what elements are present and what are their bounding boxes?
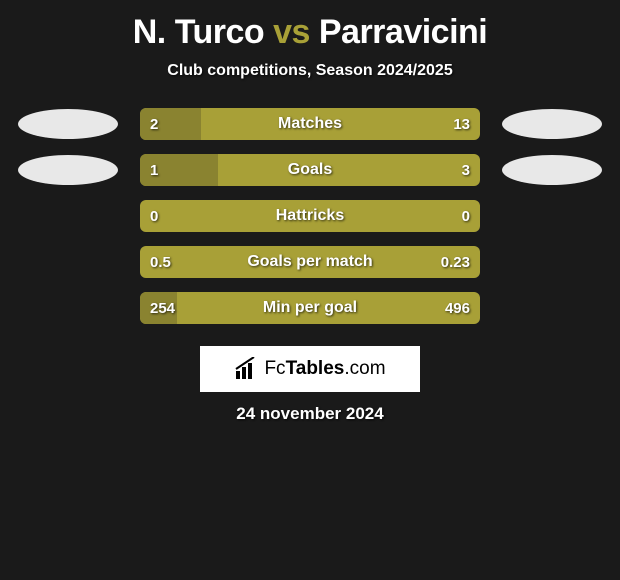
stat-label: Min per goal bbox=[140, 292, 480, 324]
team-badge-left bbox=[18, 155, 118, 185]
comparison-card: N. Turco vs Parravicini Club competition… bbox=[0, 0, 620, 424]
stat-value-right: 3 bbox=[452, 154, 480, 186]
stat-row: 254Min per goal496 bbox=[0, 292, 620, 324]
stat-row: 2Matches13 bbox=[0, 108, 620, 140]
stat-value-right: 13 bbox=[443, 108, 480, 140]
player2-name: Parravicini bbox=[319, 13, 487, 51]
stat-label: Hattricks bbox=[140, 200, 480, 232]
stat-row: 0Hattricks0 bbox=[0, 200, 620, 232]
source-logo[interactable]: FcTables.com bbox=[200, 346, 420, 392]
stat-value-right: 496 bbox=[435, 292, 480, 324]
team-badge-right bbox=[502, 155, 602, 185]
stat-bar: 254Min per goal496 bbox=[140, 292, 480, 324]
stat-value-right: 0.23 bbox=[431, 246, 480, 278]
stat-label: Goals bbox=[140, 154, 480, 186]
vs-separator: vs bbox=[273, 13, 310, 51]
logo-text: FcTables.com bbox=[264, 358, 385, 380]
subtitle: Club competitions, Season 2024/2025 bbox=[0, 62, 620, 80]
stat-row: 1Goals3 bbox=[0, 154, 620, 186]
date: 24 november 2024 bbox=[0, 404, 620, 424]
player1-name: N. Turco bbox=[133, 13, 264, 51]
stat-value-right: 0 bbox=[452, 200, 480, 232]
stat-row: 0.5Goals per match0.23 bbox=[0, 246, 620, 278]
stat-label: Matches bbox=[140, 108, 480, 140]
stat-bar: 0.5Goals per match0.23 bbox=[140, 246, 480, 278]
team-badge-right bbox=[502, 109, 602, 139]
stat-label: Goals per match bbox=[140, 246, 480, 278]
team-badge-left bbox=[18, 109, 118, 139]
bar-chart-icon bbox=[234, 357, 258, 381]
title: N. Turco vs Parravicini bbox=[0, 13, 620, 52]
stat-bar: 2Matches13 bbox=[140, 108, 480, 140]
stat-bar: 0Hattricks0 bbox=[140, 200, 480, 232]
stat-bar: 1Goals3 bbox=[140, 154, 480, 186]
stat-bars: 2Matches13 1Goals3 0Hattricks0 0.5Goals per… bbox=[0, 108, 620, 324]
